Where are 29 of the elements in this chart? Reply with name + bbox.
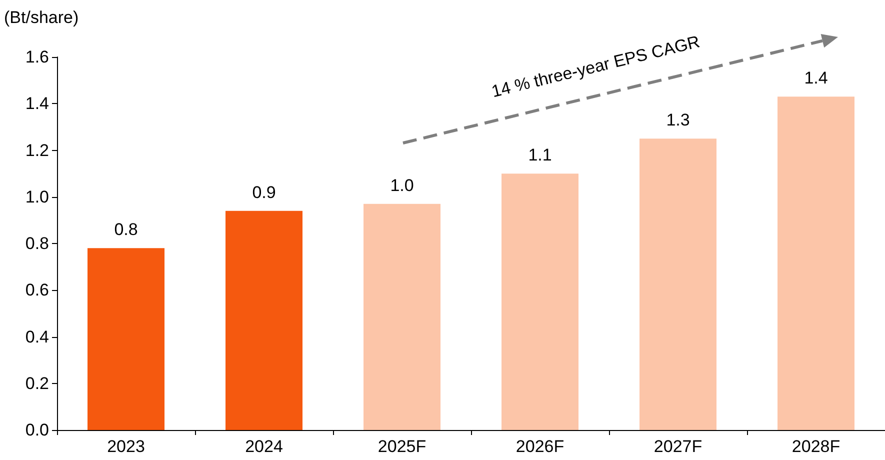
x-tick-label: 2027F [654, 437, 702, 456]
y-tick-label: 0.0 [25, 420, 49, 440]
bar [502, 174, 578, 430]
x-tick-label: 2023 [107, 437, 145, 456]
y-tick-label: 0.8 [25, 234, 49, 253]
x-tick-label: 2025F [378, 437, 426, 456]
bar [778, 96, 854, 430]
y-tick-label: 0.6 [25, 280, 49, 300]
bar [226, 210, 302, 430]
y-tick-label: 1.2 [25, 140, 49, 160]
data-label: 1.4 [804, 68, 828, 88]
data-label: 1.1 [528, 146, 552, 165]
data-label: 0.9 [252, 182, 276, 202]
data-label: 1.0 [390, 176, 414, 195]
bar [88, 248, 164, 430]
x-tick-label: 2026F [516, 437, 564, 456]
y-tick-label: 1.0 [25, 187, 49, 206]
data-label: 1.3 [666, 110, 690, 130]
y-tick-label: 1.4 [25, 94, 49, 114]
bar [364, 204, 440, 430]
annotation: 14 % three-year EPS CAGR [490, 32, 702, 102]
y-tick-label: 0.2 [25, 374, 49, 393]
y-tick-label: 0.4 [25, 327, 49, 346]
x-tick-label: 2024 [245, 437, 283, 456]
y-axis-title: (Bt/share) [4, 8, 79, 27]
data-label: 0.8 [114, 220, 138, 240]
bar [640, 138, 716, 430]
x-tick-label: 2028F [792, 437, 840, 456]
y-tick-label: 1.6 [25, 48, 49, 66]
